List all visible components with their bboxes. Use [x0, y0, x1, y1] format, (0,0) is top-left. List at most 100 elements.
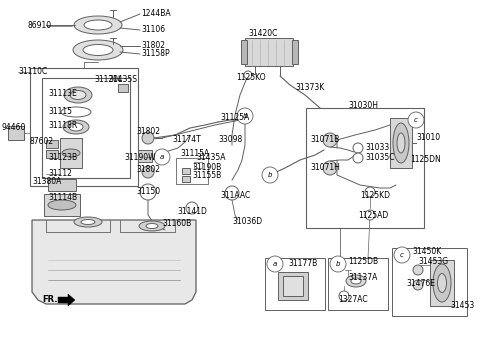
Circle shape — [365, 210, 375, 220]
Ellipse shape — [69, 123, 83, 131]
Ellipse shape — [83, 45, 113, 55]
Text: 1244BA: 1244BA — [141, 9, 170, 18]
Text: 31114B: 31114B — [48, 194, 77, 202]
Text: 31113E: 31113E — [48, 89, 77, 98]
Text: c: c — [400, 252, 404, 258]
Bar — [46, 150, 58, 158]
Text: 31420C: 31420C — [248, 29, 277, 38]
Text: c: c — [414, 117, 418, 123]
Text: 1125KD: 1125KD — [360, 191, 390, 201]
Circle shape — [330, 256, 346, 272]
Text: 31373K: 31373K — [295, 84, 324, 93]
Bar — [390, 118, 412, 168]
Text: 31137A: 31137A — [348, 274, 377, 282]
Circle shape — [186, 202, 198, 214]
Text: 31155B: 31155B — [192, 171, 221, 180]
Circle shape — [142, 132, 154, 144]
Bar — [182, 168, 190, 174]
Text: 31033: 31033 — [365, 143, 389, 152]
Text: a: a — [273, 261, 277, 267]
Bar — [306, 108, 424, 228]
Circle shape — [394, 247, 410, 263]
Ellipse shape — [73, 40, 123, 60]
Bar — [182, 176, 190, 182]
Ellipse shape — [62, 149, 80, 157]
Text: 31150: 31150 — [136, 186, 160, 195]
Circle shape — [142, 166, 154, 178]
Text: 31071H: 31071H — [310, 164, 340, 173]
Circle shape — [413, 265, 423, 275]
Text: 311AAC: 311AAC — [220, 191, 250, 201]
Text: 31112: 31112 — [48, 169, 72, 178]
Circle shape — [237, 108, 253, 124]
Bar — [8, 126, 24, 140]
Ellipse shape — [397, 133, 405, 153]
Bar — [245, 38, 293, 66]
Text: a: a — [160, 154, 164, 160]
Text: 31802: 31802 — [136, 127, 160, 136]
Text: 31036D: 31036D — [232, 218, 262, 227]
Text: 31177B: 31177B — [288, 258, 317, 268]
Ellipse shape — [351, 278, 361, 284]
Ellipse shape — [63, 120, 89, 134]
Text: 31453G: 31453G — [418, 257, 448, 266]
Circle shape — [408, 112, 424, 128]
Circle shape — [353, 153, 363, 163]
Bar — [44, 194, 80, 216]
Text: 31190B: 31190B — [192, 164, 221, 173]
Text: 31174T: 31174T — [172, 135, 201, 144]
Text: 31118R: 31118R — [48, 122, 77, 130]
Ellipse shape — [74, 217, 102, 227]
Bar — [60, 138, 82, 168]
Text: 86910: 86910 — [28, 21, 52, 30]
Text: 31125A: 31125A — [220, 114, 249, 122]
Bar — [292, 40, 298, 64]
Bar — [30, 68, 138, 186]
Text: 31380A: 31380A — [32, 177, 61, 186]
Text: 1125DN: 1125DN — [410, 156, 441, 164]
Circle shape — [154, 149, 170, 165]
Text: 31010: 31010 — [416, 134, 440, 143]
Bar — [48, 179, 76, 191]
Bar — [278, 272, 308, 300]
Text: 31476E: 31476E — [406, 279, 435, 289]
Text: FR.: FR. — [42, 295, 58, 304]
Polygon shape — [32, 220, 196, 304]
Text: 31035C: 31035C — [365, 153, 395, 163]
Text: 31435A: 31435A — [196, 153, 226, 163]
Text: 31030H: 31030H — [348, 101, 378, 109]
Ellipse shape — [74, 16, 122, 34]
Bar — [265, 258, 325, 310]
Text: 87602: 87602 — [30, 138, 54, 147]
Bar — [118, 84, 128, 92]
Text: 31160B: 31160B — [162, 219, 191, 228]
Text: 31190W: 31190W — [124, 152, 156, 161]
Text: 31115: 31115 — [48, 108, 72, 117]
Circle shape — [262, 167, 278, 183]
Text: 31453: 31453 — [450, 300, 474, 310]
Text: 31141D: 31141D — [177, 207, 207, 216]
Circle shape — [225, 186, 239, 200]
Bar — [46, 140, 58, 148]
Ellipse shape — [437, 274, 446, 292]
Text: 31120L: 31120L — [94, 76, 122, 84]
Text: 1327AC: 1327AC — [338, 295, 368, 304]
Text: 31802: 31802 — [136, 165, 160, 174]
Text: 31450K: 31450K — [412, 248, 441, 257]
Ellipse shape — [64, 87, 92, 103]
Ellipse shape — [48, 200, 76, 210]
Bar — [138, 150, 152, 162]
Text: 94460: 94460 — [2, 122, 26, 131]
Text: 31115A: 31115A — [180, 150, 209, 159]
Text: 1125AD: 1125AD — [358, 210, 388, 219]
Circle shape — [323, 161, 337, 175]
Bar — [42, 78, 130, 178]
Bar — [176, 158, 208, 184]
Ellipse shape — [393, 123, 409, 163]
Text: 31123B: 31123B — [48, 153, 77, 163]
Circle shape — [267, 256, 283, 272]
Bar — [194, 162, 202, 168]
Ellipse shape — [61, 107, 91, 117]
Ellipse shape — [433, 264, 451, 302]
Text: 31110C: 31110C — [18, 67, 47, 76]
